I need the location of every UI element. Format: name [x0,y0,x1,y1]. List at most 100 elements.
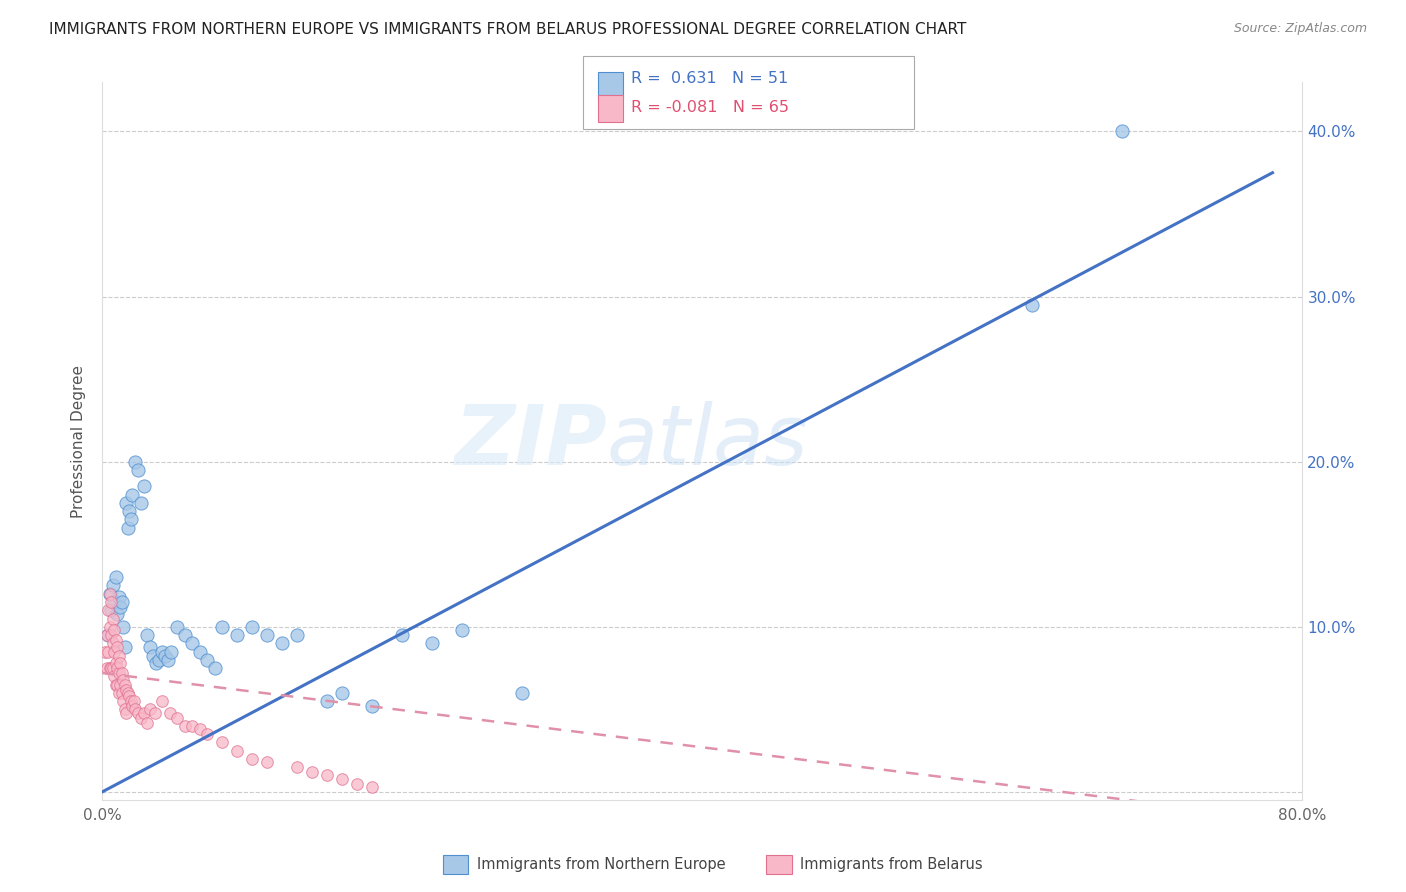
Point [301,765,323,780]
Point [143,706,166,720]
Point [226,628,249,642]
Text: Source: ZipAtlas.com: Source: ZipAtlas.com [1233,22,1367,36]
Point [98,587,121,601]
Point [148,653,170,667]
Point [142,649,165,664]
Point [129,496,152,510]
Point [240,620,263,634]
Point [166,710,188,724]
Point [155,649,177,664]
Point [103,623,125,637]
Point [96,661,118,675]
Text: ZIP: ZIP [454,401,606,482]
Point [195,727,218,741]
Point [204,661,226,675]
Point [104,632,127,647]
Point [115,706,138,720]
Text: Immigrants from Belarus: Immigrants from Belarus [800,857,983,871]
Point [101,661,124,675]
Point [1111,124,1133,138]
Point [101,611,124,625]
Point [451,623,474,637]
Point [96,628,118,642]
Point [127,463,149,477]
Point [118,504,141,518]
Point [181,719,204,733]
Point [107,686,129,700]
Point [124,702,146,716]
Point [97,644,120,658]
Point [285,760,308,774]
Point [134,479,156,493]
Point [160,644,183,658]
Point [195,653,218,667]
Point [285,628,308,642]
Point [104,656,127,670]
Point [173,628,195,642]
Point [117,686,139,700]
Point [103,595,125,609]
Point [226,743,249,757]
Point [98,587,121,601]
Point [361,699,384,714]
Point [256,628,278,642]
Text: R =  0.631   N = 51: R = 0.631 N = 51 [631,71,789,86]
Point [510,686,533,700]
Point [105,607,128,621]
Point [107,590,129,604]
Point [122,694,145,708]
Point [316,768,339,782]
Point [120,694,142,708]
Point [159,706,181,720]
Text: atlas: atlas [606,401,808,482]
Point [181,636,204,650]
Point [107,665,129,680]
Point [1021,298,1043,312]
Point [120,512,142,526]
Point [330,772,353,786]
Point [136,628,159,642]
Point [150,644,173,658]
Point [124,455,146,469]
Point [157,653,180,667]
Point [211,735,233,749]
Point [105,661,128,675]
Point [100,603,122,617]
Point [139,640,162,654]
Point [134,706,156,720]
Point [105,640,128,654]
Point [101,636,124,650]
Point [240,752,263,766]
Point [136,715,159,730]
Point [114,702,136,716]
Point [256,755,278,769]
Point [107,649,129,664]
Point [121,699,143,714]
Point [110,677,132,691]
Point [100,661,122,675]
Point [98,620,121,634]
Point [103,644,125,658]
Point [150,694,173,708]
Point [97,628,120,642]
Point [112,620,135,634]
Point [114,677,136,691]
Point [271,636,294,650]
Point [118,689,141,703]
Text: IMMIGRANTS FROM NORTHERN EUROPE VS IMMIGRANTS FROM BELARUS PROFESSIONAL DEGREE C: IMMIGRANTS FROM NORTHERN EUROPE VS IMMIG… [49,22,966,37]
Point [188,722,211,736]
Point [101,578,124,592]
Text: R = -0.081   N = 65: R = -0.081 N = 65 [631,100,789,114]
Point [129,710,152,724]
Point [100,595,122,609]
Point [111,595,134,609]
Point [104,677,127,691]
Point [330,686,353,700]
Y-axis label: Professional Degree: Professional Degree [72,365,86,517]
Point [139,702,162,716]
Point [115,682,138,697]
Point [361,780,384,794]
Point [104,570,127,584]
Point [111,665,134,680]
Point [114,640,136,654]
